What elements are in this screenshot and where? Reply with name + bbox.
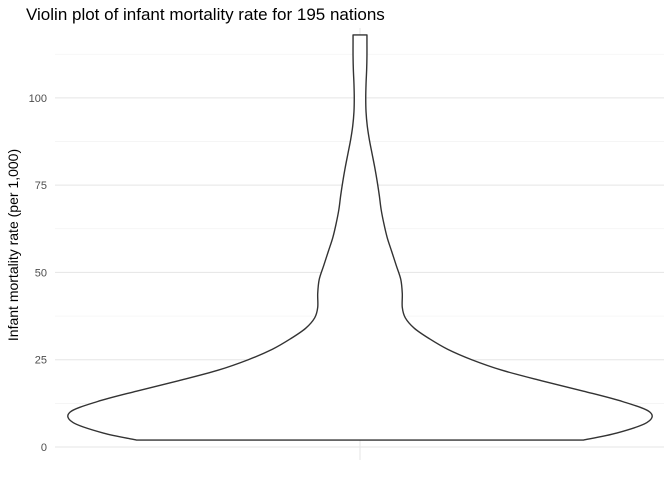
y-axis-title: Infant mortality rate (per 1,000) [5,149,21,341]
y-tick-label: 75 [35,180,47,192]
y-tick-label: 100 [29,93,47,105]
chart-title: Violin plot of infant mortality rate for… [26,5,385,24]
y-tick-label: 25 [35,355,47,367]
y-tick-labels: 0 25 50 75 100 [29,93,47,454]
y-tick-label: 0 [41,442,47,454]
y-tick-label: 50 [35,267,47,279]
violin-shape [67,34,653,441]
